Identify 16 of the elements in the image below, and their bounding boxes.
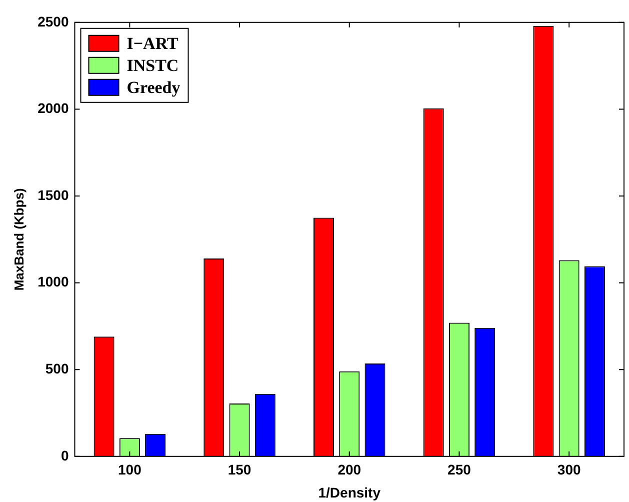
y-tick-label: 0	[60, 447, 69, 464]
x-tick-label: 100	[118, 462, 142, 478]
legend-label: Greedy	[126, 78, 181, 97]
x-tick-label: 300	[557, 462, 581, 478]
y-tick-label: 2500	[38, 13, 69, 30]
x-axis-title: 1/Density	[318, 484, 381, 500]
legend-label: I−ART	[126, 34, 180, 53]
y-tick-label: 500	[45, 360, 69, 376]
x-tick-label: 250	[448, 462, 472, 478]
x-tick-label: 150	[228, 462, 252, 478]
y-tick-label: 2000	[38, 100, 69, 116]
y-axis-title: MaxBand (Kbps)	[11, 188, 26, 291]
x-tick-label: 200	[338, 462, 362, 478]
y-tick-label: 1000	[38, 274, 69, 290]
legend-label: INSTC	[126, 56, 179, 75]
y-tick-label: 1500	[38, 186, 69, 203]
